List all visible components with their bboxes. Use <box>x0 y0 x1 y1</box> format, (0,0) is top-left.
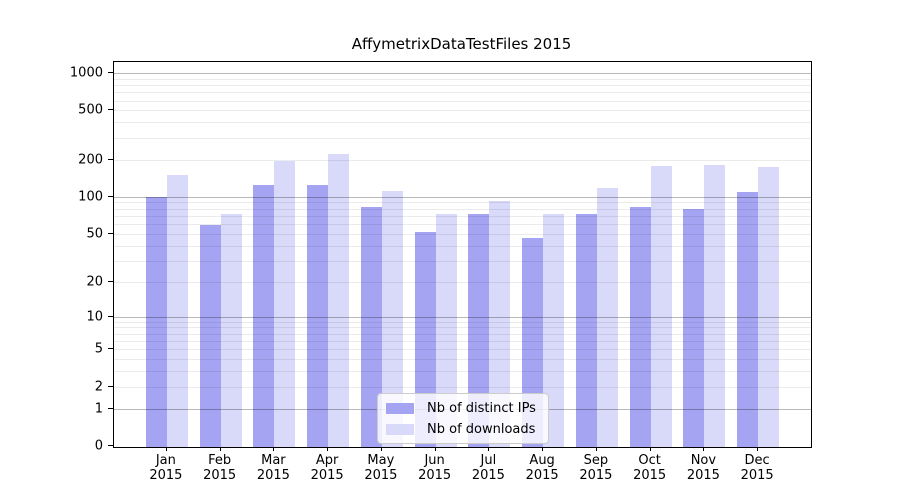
gridline-minor <box>114 159 811 161</box>
y-tick-label: 100 <box>78 189 103 205</box>
gridline-minor <box>114 92 811 94</box>
y-tick-mark <box>108 109 113 111</box>
x-tick-mark <box>165 447 167 451</box>
bar-distinct-ips-oct <box>629 207 651 447</box>
x-tick-mark <box>542 447 544 451</box>
gridline-minor <box>114 85 811 87</box>
legend-swatch-downloads <box>386 423 414 435</box>
gridline-minor <box>114 100 811 102</box>
x-tick-label-oct: Oct 2015 <box>633 453 667 483</box>
gridline-minor <box>114 122 811 124</box>
x-tick-mark <box>757 447 759 451</box>
x-tick-label-apr: Apr 2015 <box>310 453 344 483</box>
y-tick-mark <box>108 315 113 317</box>
bar-distinct-ips-may <box>360 207 382 447</box>
gridline-major <box>114 73 811 75</box>
x-tick-mark <box>273 447 275 451</box>
y-tick-mark <box>108 385 113 387</box>
plot-area <box>113 61 812 448</box>
x-tick-mark <box>327 447 329 451</box>
x-tick-label-jul: Jul 2015 <box>471 453 505 483</box>
bar-downloads-jul <box>489 200 511 447</box>
x-tick-label-sep: Sep 2015 <box>579 453 613 483</box>
y-tick-mark <box>108 280 113 282</box>
chart-title: AffymetrixDataTestFiles 2015 <box>351 35 572 53</box>
legend: Nb of distinct IPs Nb of downloads <box>377 393 549 444</box>
y-tick-mark <box>108 407 113 409</box>
bar-distinct-ips-feb <box>199 224 221 447</box>
gridline-minor <box>114 137 811 139</box>
bar-downloads-jun <box>435 214 457 447</box>
bar-downloads-may <box>381 190 403 447</box>
x-tick-label-jun: Jun 2015 <box>418 453 452 483</box>
y-tick-mark <box>108 232 113 234</box>
y-tick-mark <box>108 348 113 350</box>
bar-downloads-feb <box>220 214 242 447</box>
y-tick-label: 20 <box>86 274 103 290</box>
bar-downloads-mar <box>274 160 296 447</box>
bar-distinct-ips-nov <box>683 208 705 447</box>
legend-swatch-distinct-ips <box>386 402 414 414</box>
y-tick-label: 0 <box>94 438 103 454</box>
y-tick-label: 1 <box>94 401 103 417</box>
x-tick-label-may: May 2015 <box>364 453 398 483</box>
x-tick-mark <box>595 447 597 451</box>
x-tick-label-feb: Feb 2015 <box>203 453 237 483</box>
x-tick-label-jan: Jan 2015 <box>149 453 183 483</box>
bar-distinct-ips-dec <box>737 192 759 447</box>
bar-downloads-sep <box>596 188 618 447</box>
x-tick-mark <box>703 447 705 451</box>
y-tick-mark <box>108 158 113 160</box>
y-tick-mark <box>108 445 113 446</box>
y-tick-label: 5 <box>94 341 103 357</box>
legend-item-downloads: Nb of downloads <box>386 420 536 438</box>
bar-downloads-dec <box>758 167 780 447</box>
bar-downloads-oct <box>650 166 672 447</box>
legend-label-distinct-ips: Nb of distinct IPs <box>427 400 536 416</box>
x-tick-mark <box>434 447 436 451</box>
x-tick-mark <box>488 447 490 451</box>
x-tick-label-dec: Dec 2015 <box>740 453 774 483</box>
x-tick-mark <box>219 447 221 451</box>
x-tick-mark <box>649 447 651 451</box>
legend-item-distinct-ips: Nb of distinct IPs <box>386 399 536 417</box>
bar-downloads-jan <box>166 175 188 447</box>
bar-distinct-ips-sep <box>575 213 597 447</box>
y-tick-label: 2 <box>94 379 103 395</box>
x-tick-mark <box>380 447 382 451</box>
bar-downloads-apr <box>328 153 350 447</box>
bar-distinct-ips-mar <box>253 185 275 447</box>
bar-distinct-ips-apr <box>307 185 329 447</box>
y-tick-label: 500 <box>78 102 103 118</box>
y-tick-label: 50 <box>86 226 103 242</box>
y-tick-mark <box>108 72 113 74</box>
x-tick-label-nov: Nov 2015 <box>686 453 720 483</box>
y-tick-label: 10 <box>86 309 103 325</box>
gridline-minor <box>114 78 811 80</box>
y-tick-mark <box>108 195 113 197</box>
y-tick-label: 1000 <box>69 65 103 81</box>
bar-downloads-aug <box>543 214 565 447</box>
y-tick-label: 200 <box>78 152 103 168</box>
x-tick-label-aug: Aug 2015 <box>525 453 559 483</box>
legend-label-downloads: Nb of downloads <box>427 421 536 437</box>
bar-distinct-ips-jul <box>468 214 490 447</box>
x-tick-label-mar: Mar 2015 <box>256 453 290 483</box>
bar-distinct-ips-jan <box>145 196 167 447</box>
bar-downloads-nov <box>704 164 726 447</box>
gridline-minor <box>114 110 811 112</box>
